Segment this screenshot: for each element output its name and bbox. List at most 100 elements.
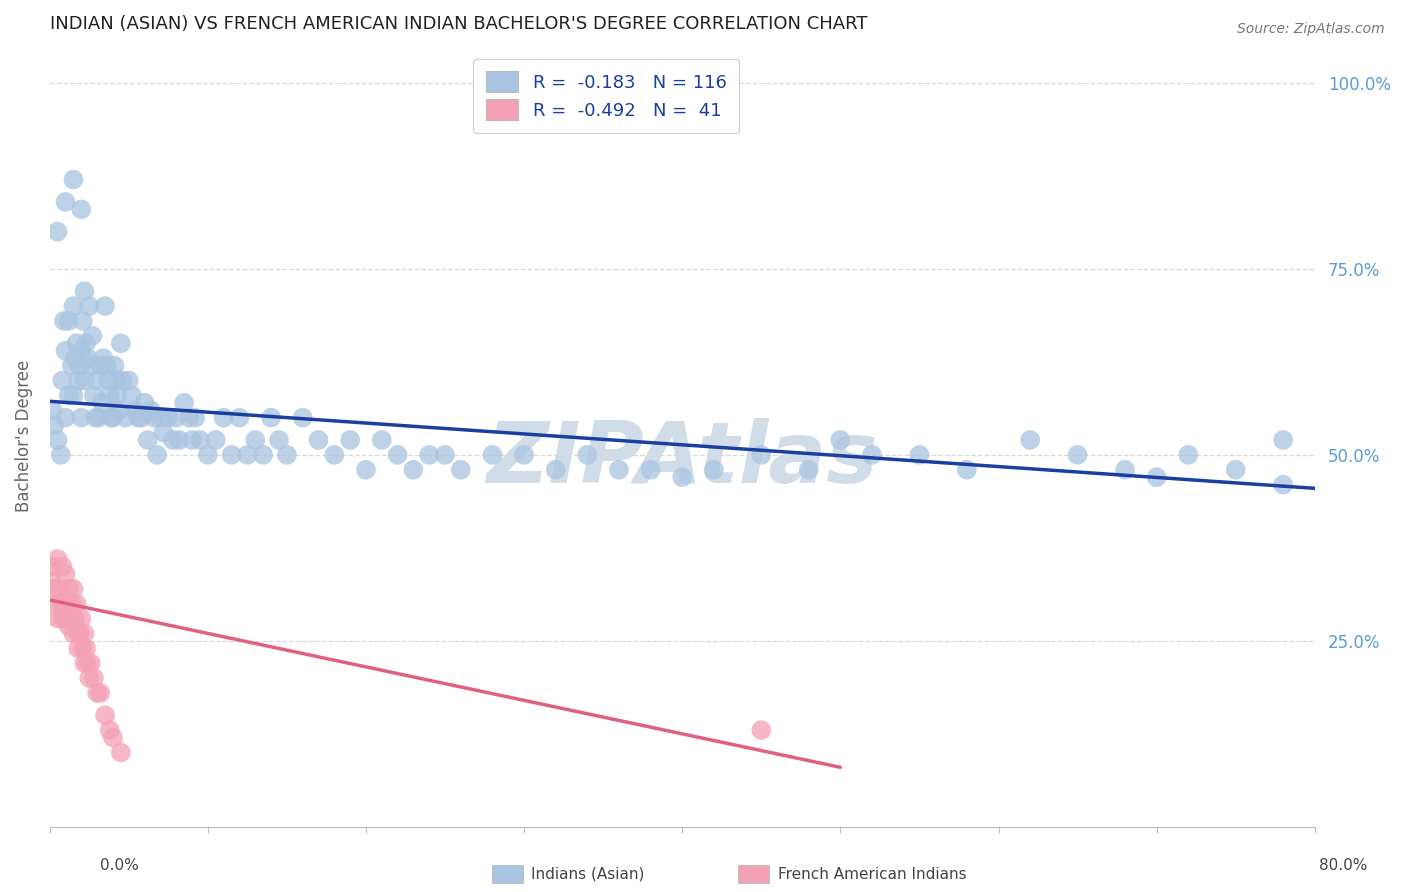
Point (204, 433, 226, 447)
Point (90, 396, 112, 410)
Point (418, 448, 440, 462)
Point (45, 597, 67, 611)
Point (291, 410, 314, 425)
Text: 0.0%: 0.0% (100, 858, 139, 873)
Point (51, 611, 73, 625)
Point (72, 314, 94, 328)
Point (83, 388, 105, 402)
Point (197, 448, 219, 462)
Point (1019, 433, 1042, 447)
Point (60, 597, 83, 611)
Point (63, 611, 86, 625)
Point (1272, 433, 1295, 447)
Point (39, 574, 62, 589)
Text: ZIPAtlas: ZIPAtlas (486, 418, 879, 501)
Point (252, 448, 274, 462)
Point (52, 597, 75, 611)
Point (481, 448, 503, 462)
Point (59, 611, 82, 625)
Point (46, 552, 69, 566)
Point (94, 708, 117, 723)
Point (607, 463, 630, 477)
Point (72, 641, 94, 656)
Point (76, 656, 98, 670)
Point (98, 388, 121, 402)
Point (55, 566, 77, 581)
Point (671, 470, 693, 484)
Point (62, 388, 84, 402)
Point (339, 433, 361, 447)
Point (100, 410, 122, 425)
Point (46, 225, 69, 239)
Point (114, 410, 136, 425)
Point (89, 686, 111, 700)
Point (60, 359, 83, 373)
Point (70, 202, 93, 217)
Point (75, 641, 97, 656)
Text: Source: ZipAtlas.com: Source: ZipAtlas.com (1237, 22, 1385, 37)
Point (83, 671, 105, 685)
Text: French American Indians: French American Indians (778, 867, 966, 881)
Point (323, 448, 346, 462)
Point (55, 611, 77, 625)
Point (49, 597, 72, 611)
Point (371, 433, 394, 447)
Point (77, 671, 100, 685)
Point (67, 374, 90, 388)
Point (62, 582, 84, 596)
Point (121, 388, 143, 402)
Point (42, 403, 65, 417)
Legend: R =  -0.183   N = 116, R =  -0.492   N =  41: R = -0.183 N = 116, R = -0.492 N = 41 (474, 59, 740, 133)
Point (56, 597, 79, 611)
Point (63, 351, 86, 365)
Point (101, 731, 124, 745)
Point (101, 410, 124, 425)
Point (127, 410, 149, 425)
Point (110, 746, 132, 760)
Point (136, 433, 159, 447)
Point (228, 410, 250, 425)
Point (131, 410, 153, 425)
Point (450, 463, 472, 477)
Point (86, 686, 108, 700)
Point (212, 410, 235, 425)
Point (76, 351, 98, 365)
Point (124, 403, 146, 417)
Point (157, 410, 180, 425)
Point (143, 410, 166, 425)
Point (80, 359, 103, 373)
Point (49, 448, 72, 462)
Point (69, 359, 91, 373)
Point (434, 448, 457, 462)
Point (73, 626, 96, 640)
Point (169, 433, 191, 447)
Point (73, 284, 96, 298)
Point (308, 433, 330, 447)
Point (55, 194, 77, 209)
Point (1225, 463, 1247, 477)
Point (544, 463, 567, 477)
Point (267, 433, 290, 447)
Point (402, 463, 425, 477)
Point (749, 723, 772, 738)
Point (80, 656, 103, 670)
Point (276, 448, 298, 462)
Point (55, 410, 77, 425)
Point (1114, 463, 1136, 477)
Point (797, 463, 820, 477)
Point (65, 597, 87, 611)
Point (830, 433, 852, 447)
Text: 80.0%: 80.0% (1319, 858, 1367, 873)
Point (640, 463, 662, 477)
Point (118, 374, 141, 388)
Point (62, 626, 84, 640)
Point (165, 410, 187, 425)
Point (44, 582, 66, 596)
Point (52, 314, 75, 328)
Point (73, 374, 96, 388)
Point (956, 463, 979, 477)
Point (181, 433, 204, 447)
Point (82, 328, 104, 343)
Point (70, 410, 93, 425)
Point (97, 374, 120, 388)
